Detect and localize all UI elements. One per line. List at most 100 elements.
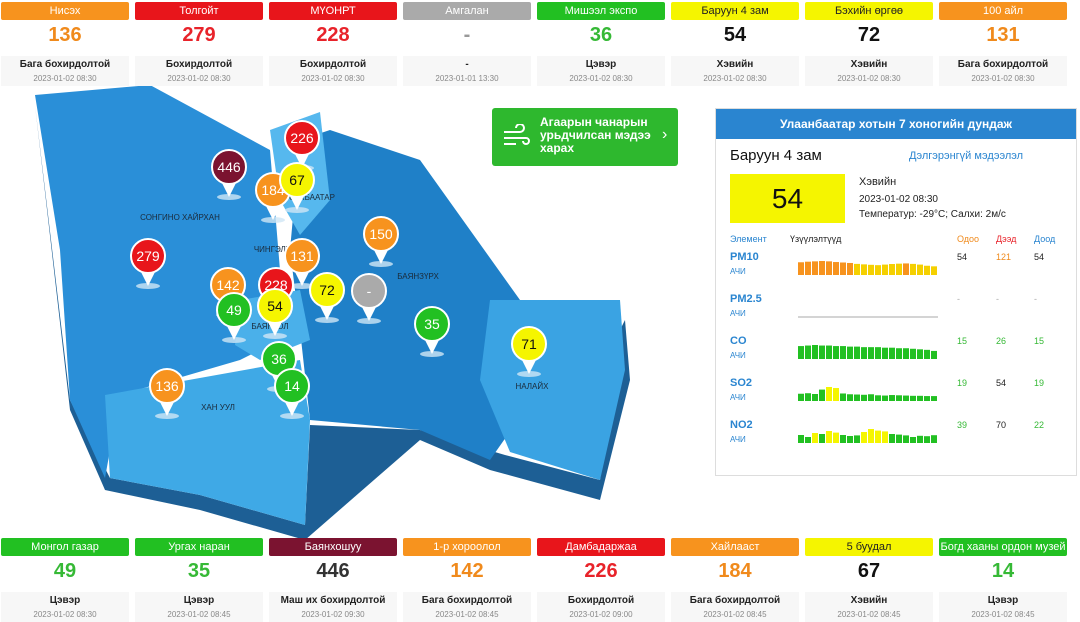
pollutant-value: 15 (957, 336, 968, 346)
pollutant-value: 54 (1034, 252, 1045, 262)
sparkline-bar (840, 435, 846, 443)
sparkline-bar (812, 261, 818, 275)
sparkline-bar (896, 263, 902, 275)
details-link[interactable]: Дэлгэрэнгүй мэдээлэл (909, 150, 1024, 162)
sparkline-bar (812, 394, 818, 401)
district-shape (480, 300, 625, 480)
station-status: Бага бохирдолтой (19, 59, 111, 70)
station-status: Бага бохирдолтой (957, 59, 1049, 70)
station-card[interactable]: 1-р хороолол 142 Бага бохирдолтой 2023-01-0… (403, 538, 531, 622)
sparkline-bar (805, 345, 811, 359)
district-label: СҮХБААТАР (289, 193, 335, 202)
sparkline-bar (903, 435, 909, 443)
pollutant-name: NO2 (730, 419, 753, 431)
station-time: 2023-01-02 08:45 (435, 610, 499, 619)
station-card[interactable]: Дамбадаржаа 226 Бохирдолтой 2023-01-02 09:0… (537, 538, 665, 622)
pin-label: 67 (289, 172, 305, 188)
sparkline-bar (868, 347, 874, 359)
card-foot (269, 592, 397, 622)
sparkline-bar (889, 347, 895, 359)
station-card[interactable]: МҮОНРТ 228 Бохирдолтой 2023-01-02 08:30 (269, 2, 397, 86)
station-card[interactable]: Бэхийн өргөө 72 Хэвийн 2023-01-02 08:30 (805, 2, 933, 86)
station-card[interactable]: Богд хааны ордон музей 14 Цэвэр 2023-01-02 … (939, 538, 1067, 622)
pin-circle (309, 272, 345, 308)
station-card[interactable]: Амгалан - - 2023-01-01 13:30 (403, 2, 531, 86)
station-value: 228 (316, 24, 350, 46)
map-pin: - (351, 273, 387, 324)
station-time: 2023-01-01 13:30 (435, 74, 499, 83)
station-time: 2023-01-02 08:30 (33, 610, 97, 619)
station-name: Хайлааст (671, 538, 799, 556)
map-shadow (35, 105, 630, 540)
sparkline-bar (896, 348, 902, 359)
station-card[interactable]: Толгойт 279 Бохирдолтой 2023-01-02 08:30 (135, 2, 263, 86)
station-card[interactable]: Баянхошуу 446 Маш их бохирдолтой 2023-01-02… (269, 538, 397, 622)
sparkline-bar (931, 435, 937, 443)
sparkline-bar (805, 261, 811, 275)
station-status: Хэвийн (716, 59, 754, 70)
card-foot (939, 592, 1067, 622)
map-pin: 150 (363, 216, 399, 267)
pollutant-value: 121 (996, 252, 1012, 262)
forecast-button[interactable]: Агаарын чанарын урьдчилсан мэдээ харах › (492, 108, 678, 166)
station-time: 2023-01-02 08:30 (703, 74, 767, 83)
station-name: Бэхийн өргөө (805, 2, 933, 20)
weather: Температур: -29°C; Салхи: 2м/с (859, 209, 1006, 220)
station-card[interactable]: Нисэх 136 Бага бохирдолтой 2023-01-02 08:30 (1, 2, 129, 86)
sparkline-bar (826, 431, 832, 443)
sparkline (798, 316, 938, 318)
station-status: Цэвэр (183, 595, 215, 606)
pin-label: 279 (136, 248, 160, 264)
station-status: Бохирдолтой (165, 59, 233, 70)
station-time: 2023-01-02 08:45 (167, 610, 231, 619)
sparkline-bar (819, 261, 825, 275)
sparkline-bar (819, 434, 825, 443)
sparkline-bar (889, 395, 895, 401)
sparkline-bar (903, 348, 909, 359)
card-foot (537, 56, 665, 86)
sparkline-bar (798, 435, 804, 443)
sparkline-bar (840, 393, 846, 401)
station-name: Нисэх (1, 2, 129, 20)
station-card[interactable]: Ургах наран 35 Цэвэр 2023-01-02 08:45 (135, 538, 263, 622)
pin-circle (211, 149, 247, 185)
station-card[interactable]: 5 буудал 67 Хэвийн 2023-01-02 08:45 (805, 538, 933, 622)
sparkline-bar (903, 395, 909, 401)
sparkline-bar (812, 345, 818, 359)
station-card[interactable]: Мишээл экспо 36 Цэвэр 2023-01-02 08:30 (537, 2, 665, 86)
pin-label: 136 (155, 378, 179, 394)
station-time: 2023-01-02 08:45 (703, 610, 767, 619)
sparkline (798, 345, 937, 359)
station-card[interactable]: Баруун 4 зам 54 Хэвийн 2023-01-02 08:30 (671, 2, 799, 86)
card-foot (403, 56, 531, 86)
sparkline-bar (798, 346, 804, 359)
station-value: 67 (857, 560, 881, 582)
station-name: Монгол газар (1, 538, 129, 556)
card-foot (671, 56, 799, 86)
district-shape (105, 360, 310, 525)
sparkline-bar (805, 393, 811, 401)
pin-circle (511, 326, 547, 362)
pin-label: 36 (271, 351, 287, 367)
sparkline-bar (861, 264, 867, 275)
sparkline-bar (826, 261, 832, 275)
card-foot (537, 592, 665, 622)
aqi-status: Хэвийн (859, 176, 897, 188)
station-card[interactable]: Хайлааст 184 Бага бохирдолтой 2023-01-02 08… (671, 538, 799, 622)
card-foot (1, 56, 129, 86)
sparkline-bar (931, 350, 937, 359)
sparkline-bar (847, 436, 853, 443)
station-name: 1-р хороолол (403, 538, 531, 556)
sparkline (798, 261, 937, 275)
pollutant-unit: АЧИ (730, 393, 746, 402)
station-card[interactable]: 100 айл 131 Бага бохирдолтой 2023-01-02 08:… (939, 2, 1067, 86)
station-card[interactable]: Монгол газар 49 Цэвэр 2023-01-02 08:30 (1, 538, 129, 622)
station-name: Мишээл экспо (537, 2, 665, 20)
sparkline-bar (910, 263, 916, 275)
map-pin: 72 (309, 272, 345, 323)
card-foot (135, 56, 263, 86)
pollutant-value: 19 (957, 378, 968, 388)
pin-label: 150 (369, 226, 393, 242)
